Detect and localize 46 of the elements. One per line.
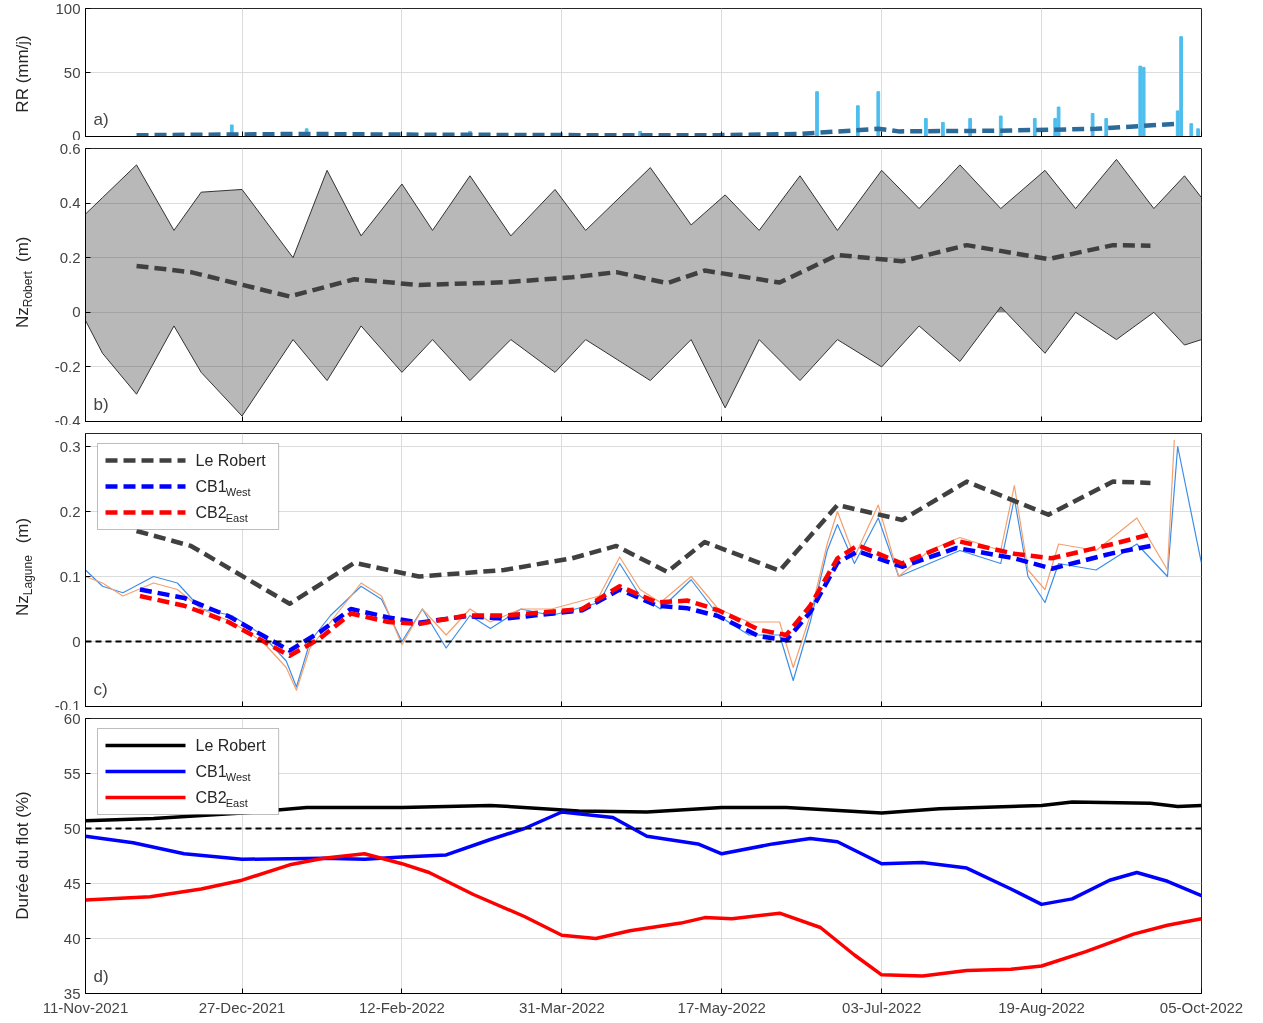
y-axis-title: NzRobert (m)	[13, 236, 35, 329]
y-tick-label: 0.4	[59, 194, 81, 212]
annotation: a)	[93, 109, 109, 129]
bar	[924, 118, 928, 137]
bar	[1138, 65, 1143, 137]
legend-label: Le Robert	[195, 452, 267, 469]
line-series	[134, 479, 1153, 607]
y-tick-label: 0.2	[59, 248, 81, 266]
bar	[941, 121, 945, 137]
x-tick-label: 17-May-2022	[677, 998, 766, 1016]
bar	[1032, 118, 1037, 137]
x-tick-label: 05-Oct-2022	[1159, 998, 1244, 1016]
y-tick-label: 55	[63, 764, 81, 782]
bar	[1189, 123, 1194, 137]
y-tick-label: -0.4	[54, 411, 81, 429]
line-series	[85, 810, 1202, 907]
bar	[815, 91, 819, 137]
x-tick-label: 27-Dec-2021	[198, 998, 286, 1016]
y-tick-label: 50	[63, 63, 81, 81]
x-tick-label: 19-Aug-2022	[998, 998, 1085, 1016]
bar	[1196, 128, 1200, 137]
bar	[1179, 36, 1183, 137]
y-tick-label: 100	[55, 0, 81, 17]
y-tick-label: 45	[63, 874, 81, 892]
y-tick-label: -0.2	[54, 357, 81, 375]
x-tick-label: 12-Feb-2022	[358, 998, 445, 1016]
annotation: c)	[93, 679, 108, 699]
y-axis-title: RR (mm/j)	[13, 35, 32, 113]
y-tick-label: 50	[63, 819, 81, 837]
y-tick-label: 0	[72, 303, 81, 321]
y-tick-label: 40	[63, 929, 81, 947]
y-axis-title: NzLagune (m)	[13, 517, 35, 617]
y-axis-title: Durée du flot (%)	[13, 791, 32, 920]
legend-label: Le Robert	[195, 737, 267, 754]
bar	[876, 91, 881, 137]
y-tick-label: 0.1	[59, 567, 81, 585]
y-tick-label: 0.3	[59, 437, 81, 455]
bar	[1141, 66, 1146, 137]
y-tick-label: 0.2	[59, 502, 81, 520]
annotation: d)	[93, 966, 109, 986]
x-tick-label: 31-Mar-2022	[518, 998, 605, 1016]
annotation: b)	[93, 394, 109, 414]
y-tick-label: 0	[72, 632, 81, 650]
x-tick-label: 03-Jul-2022	[842, 998, 922, 1016]
bar	[1104, 118, 1109, 137]
line-series	[134, 242, 1153, 299]
